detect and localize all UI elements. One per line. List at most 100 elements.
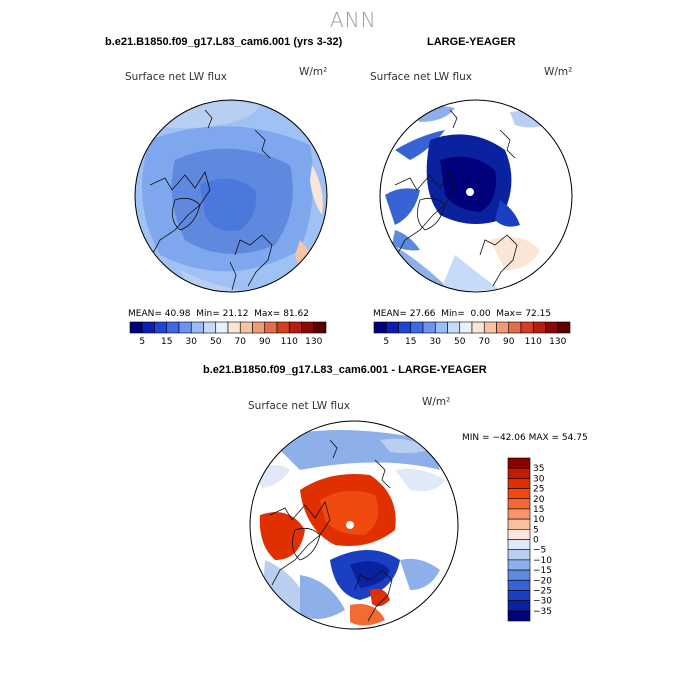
panel3-colorbar-swatch [507,539,531,550]
panel2-colorbar-tick-label: 15 [405,337,416,347]
panel2-colorbar: 5 15 30 50 70 90 110 130 [373,321,571,347]
panel3-colorbar-tick-label: −20 [533,576,552,586]
panel2-colorbar-tick-label: 30 [430,337,442,347]
panel2-colorbar-swatch [520,321,534,334]
panel1-colorbar-swatch [239,321,253,334]
panel1-colorbar: 5 15 30 50 70 90 110 130 [129,321,327,347]
panel1-colorbar-tick-label: 90 [259,337,271,347]
panel2-colorbar-swatch [422,321,436,334]
panel3-colorbar-swatch [507,518,531,530]
panel3-heading: b.e21.B1850.f09_g17.L83_cam6.001 - LARGE… [203,364,487,376]
panel2-mean-value: 27.66 [409,309,436,319]
panel3-coastlines [269,439,393,622]
panel3-colorbar-tick-label: 5 [533,525,539,535]
panel3-colorbar-tick-label: −25 [533,586,552,596]
panel2-colorbar-tick-label: 130 [549,337,566,347]
panel3-colorbar-swatch [507,600,531,612]
panel1-colorbar-tick-label: 30 [186,337,198,347]
panel1-colorbar-swatch [227,321,241,334]
panel3-colorbar-swatch [507,610,531,622]
panel3-colorbar-tick-label: −15 [533,566,552,576]
panel2-colorbar-swatch [459,321,473,334]
panel3-colorbar-tick-label: −10 [533,556,552,566]
panel1-map-border [134,99,328,293]
panel2-colorbar-swatch [410,321,424,334]
panel2-colorbar-swatch [471,321,485,334]
panel1-max-value: 81.62 [283,309,309,319]
panel2-colorbar-swatch [496,321,510,334]
panel1-colorbar-swatch [166,321,180,334]
panel1-stats: MEAN= 40.98 Min= 21.12 Max= 81.62 [128,309,309,319]
panel1-colorbar-swatch [129,321,143,334]
panel3-colorbar-tick-label: 20 [533,495,545,505]
panel2-colorbar-tick-label: 110 [525,337,542,347]
panel1-colorbar-tick-label: 15 [161,337,172,347]
panel3-field-label: Surface net LW flux [248,400,350,412]
panel1-heading: b.e21.B1850.f09_g17.L83_cam6.001 (yrs 3-… [105,36,343,48]
panel2-colorbar-swatch [373,321,387,334]
panel2-heading: LARGE-YEAGER [427,36,516,48]
panel3-map [250,421,458,629]
panel2-colorbar-swatch [483,321,497,334]
panel3-map-border [249,420,459,630]
panel1-colorbar-tick-label: 70 [235,337,247,347]
panel3-colorbar-swatch [507,457,531,469]
panel1-colorbar-swatch [141,321,155,334]
panel2-colorbar-tick-label: 70 [479,337,491,347]
panel1-max-label: Max= [254,309,281,319]
panel1-units: W/m² [299,66,328,78]
panel2-mean-label: MEAN= [373,309,407,319]
panel1-field-label: Surface net LW flux [125,71,227,83]
panel3-colorbar-swatch [507,478,531,489]
panel2-stats: MEAN= 27.66 Min= 0.00 Max= 72.15 [373,309,551,319]
panel1-colorbar-swatch [288,321,302,334]
panel1-colorbar-swatch [178,321,192,334]
panel2-map [380,100,572,292]
panel1-colorbar-swatch [276,321,290,334]
panel2-min-label: Min= [441,309,465,319]
panel1-colorbar-swatch [301,321,315,334]
panel1-min-label: Min= [196,309,220,319]
panel3-colorbar-swatch [507,467,531,479]
panel2-min-value: 0.00 [470,309,491,319]
panel3-colorbar-swatch [507,508,531,520]
panel3-colorbar-tick-label: 25 [533,485,544,495]
panel2-colorbar-swatch [434,321,448,334]
panel1-colorbar-tick-label: 50 [210,337,222,347]
panel2-colorbar-tick-label: 50 [454,337,466,347]
panel2-units: W/m² [544,66,573,78]
panel1-colorbar-swatch [313,321,327,334]
panel1-colorbar-swatch [252,321,266,334]
panel2-colorbar-swatch [398,321,412,334]
panel1-colorbar-tick-label: 5 [139,337,145,347]
panel3-stats: MIN = −42.06 MAX = 54.75 [462,433,588,443]
panel1-mean-label: MEAN= [128,309,162,319]
panel3-colorbar-swatch [507,498,531,510]
panel3-colorbar-tick-label: 10 [533,515,545,525]
panel1-colorbar-swatch [190,321,204,334]
panel2-colorbar-swatch [532,321,546,334]
panel1-colorbar-swatch [154,321,168,334]
panel1-coastlines [149,109,273,291]
panel2-max-value: 72.15 [525,309,552,319]
panel3-colorbar-tick-label: −35 [533,607,552,617]
panel3-colorbar-tick-label: 30 [533,474,545,484]
panel3-colorbar-swatch [507,579,531,591]
panel3-colorbar-tick-label: 35 [533,464,544,474]
panel2-colorbar-swatch [557,321,571,334]
panel2-colorbar-swatch [447,321,461,334]
panel1-min-value: 21.12 [222,309,249,319]
panel1-mean-value: 40.98 [164,309,191,319]
panel3-colorbar-tick-label: 15 [533,505,544,515]
panel2-field-label: Surface net LW flux [370,71,472,83]
panel1-colorbar-tick-label: 110 [281,337,298,347]
panel1-colorbar-swatch [264,321,278,334]
panel3-colorbar-tick-label: 0 [533,536,539,546]
panel2-colorbar-tick-label: 5 [383,337,389,347]
panel3-colorbar-swatch [507,488,531,500]
panel3-colorbar-swatch [507,569,531,581]
panel3-colorbar-tick-label: −30 [533,597,552,607]
panel2-max-label: Max= [496,309,523,319]
panel3-colorbar-swatch [507,529,531,540]
